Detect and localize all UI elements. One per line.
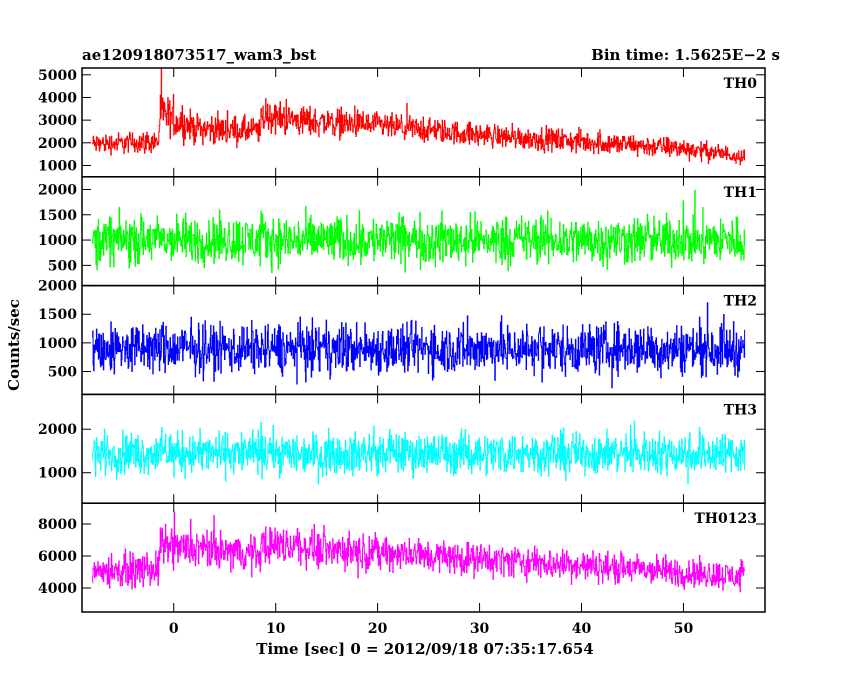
x-tick-label-50: 50	[674, 621, 694, 637]
y-tick-label-th3-2000: 2000	[38, 422, 77, 438]
panel-name-th0: TH0	[724, 76, 758, 92]
y-tick-label-th0-3000: 3000	[38, 113, 77, 129]
panel-th0: 1000 2000 3000 4000 5000 TH0	[38, 67, 766, 178]
y-tick-label-th2-1000: 1000	[38, 336, 77, 352]
chart-title-left: ae120918073517_wam3_bst	[82, 46, 316, 64]
y-tick-label-th1-1000: 1000	[38, 233, 77, 249]
panel-frame-th0123	[81, 502, 766, 613]
y-tick-label-th1-500: 500	[48, 258, 77, 274]
panel-name-th1: TH1	[724, 185, 757, 201]
y-tick-label-th3-1000: 1000	[38, 466, 77, 482]
th0-trace	[92, 67, 746, 166]
th3-trace	[92, 420, 746, 485]
y-tick-label-th1-1500: 1500	[38, 208, 77, 224]
y-tick-label-th0123-8000: 8000	[38, 517, 77, 533]
panel-name-th3: TH3	[724, 402, 757, 418]
y-tick-label-th2-1500: 1500	[38, 307, 77, 323]
x-axis-label: Time [sec] 0 = 2012/09/18 07:35:17.654	[256, 640, 593, 658]
y-tick-label-th0123-6000: 6000	[38, 549, 77, 565]
x-tick-label-10: 10	[266, 621, 286, 637]
y-tick-label-th0-5000: 5000	[38, 68, 77, 84]
th2-trace	[92, 302, 746, 389]
y-tick-label-th1-2000: 2000	[38, 182, 77, 198]
x-tick-label-20: 20	[368, 621, 388, 637]
panel-th2: 500 1000 1500 2000 TH2	[38, 279, 766, 396]
y-tick-label-th2-500: 500	[48, 364, 77, 380]
panel-name-th2: TH2	[724, 294, 757, 310]
y-tick-label-th0-4000: 4000	[38, 90, 77, 106]
y-tick-label-th2-2000: 2000	[38, 279, 77, 295]
panel-th1: 500 1000 1500 2000 TH1	[38, 176, 766, 287]
y-tick-label-th0-1000: 1000	[38, 158, 77, 174]
th1-trace	[92, 189, 746, 273]
panel-th0123: 4000 6000 8000 TH0123	[38, 502, 766, 613]
x-tick-label-0: 0	[169, 621, 179, 637]
th0123-trace	[92, 511, 746, 593]
panel-name-th0123: TH0123	[694, 511, 757, 527]
chart-title-right: Bin time: 1.5625E−2 s	[591, 46, 780, 64]
y-tick-label-th0-2000: 2000	[38, 136, 77, 152]
x-tick-label-30: 30	[470, 621, 490, 637]
panel-th3: 1000 2000 TH3	[38, 393, 766, 504]
x-tick-label-40: 40	[572, 621, 592, 637]
y-axis-label: Counts/sec	[5, 299, 23, 391]
y-tick-label-th0123-4000: 4000	[38, 581, 77, 597]
